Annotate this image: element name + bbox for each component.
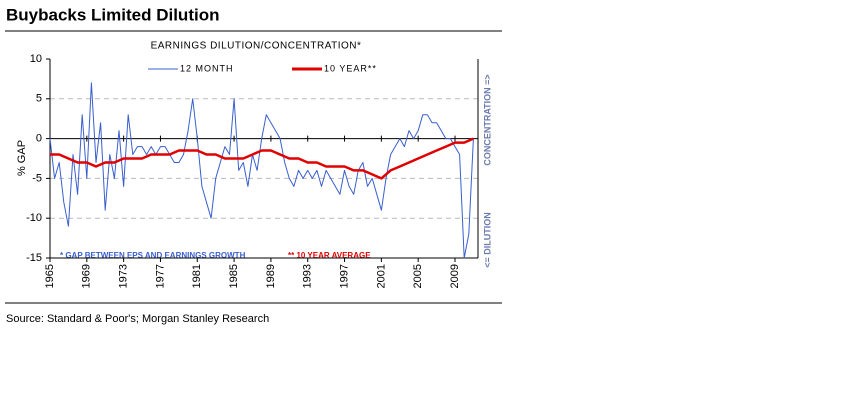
x-tick-label: 1993 xyxy=(302,264,314,288)
source: Source: Standard & Poor's; Morgan Stanle… xyxy=(6,313,269,325)
x-tick-label: 1989 xyxy=(265,264,277,288)
x-tick-label: 1997 xyxy=(338,264,350,288)
x-tick-label: 1981 xyxy=(191,264,203,288)
y-tick-label: 5 xyxy=(36,93,42,105)
y-tick-label: 0 xyxy=(36,133,42,145)
series-line xyxy=(50,137,474,180)
annotation: CONCENTRATION => xyxy=(482,74,492,165)
page-title: Buybacks Limited Dilution xyxy=(6,5,219,24)
x-tick-label: 2001 xyxy=(375,264,387,288)
x-tick-label: 1985 xyxy=(228,264,240,288)
annotation: <= DILUTION xyxy=(482,212,492,268)
x-tick-label: 1969 xyxy=(81,264,93,288)
chart-title: EARNINGS DILUTION/CONCENTRATION* xyxy=(151,41,362,52)
annotation: * GAP BETWEEN EPS AND EARNINGS GROWTH xyxy=(60,251,246,260)
series-line xyxy=(49,82,474,259)
x-tick-label: 1977 xyxy=(154,264,166,288)
y-tick-label: -10 xyxy=(26,212,42,224)
x-tick-label: 2009 xyxy=(449,264,461,288)
x-tick-label: 1973 xyxy=(118,264,130,288)
y-axis-label: % GAP xyxy=(16,140,28,176)
annotation: ** 10 YEAR AVERAGE xyxy=(288,251,371,260)
legend-label: 10 YEAR** xyxy=(324,63,377,73)
y-tick-label: -15 xyxy=(26,252,42,264)
x-tick-label: 2005 xyxy=(412,264,424,288)
x-tick-label: 1965 xyxy=(44,264,56,288)
y-tick-label: 10 xyxy=(30,53,42,65)
legend-label: 12 MONTH xyxy=(180,63,234,73)
y-tick-label: -5 xyxy=(32,172,42,184)
